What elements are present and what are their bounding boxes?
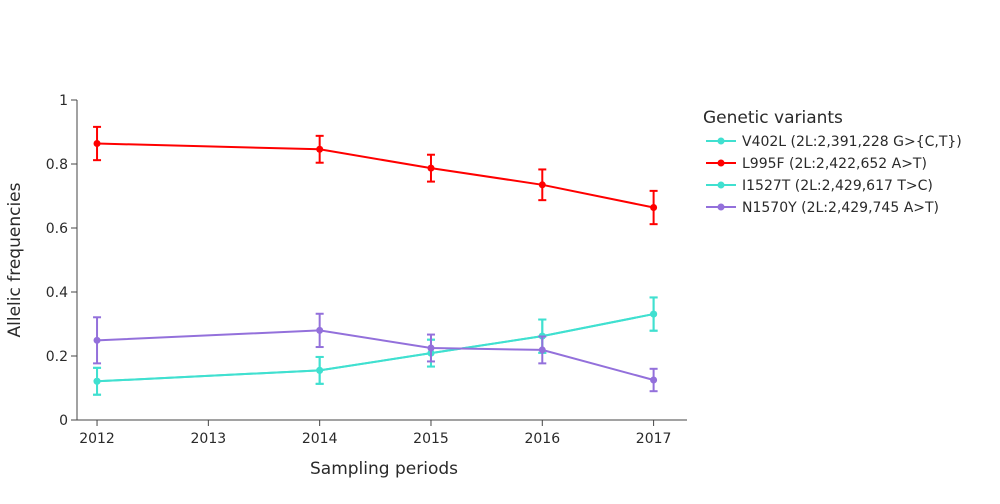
legend-label: N1570Y (2L:2,429,745 A>T) [742, 200, 939, 216]
y-tick-label: 0.2 [46, 349, 68, 365]
series-0 [93, 296, 658, 396]
series-line [97, 142, 654, 209]
legend-item[interactable]: L995F (2L:2,422,652 A>T) [706, 156, 927, 172]
y-tick-label: 1 [59, 93, 68, 109]
axes: 0 0.2 0.4 0.6 0.8 1 2012 2013 2014 2015 2016 2017 [46, 93, 687, 447]
x-tick-label: 2015 [413, 431, 449, 447]
legend-label: L995F (2L:2,422,652 A>T) [742, 156, 927, 172]
y-tick-label: 0.6 [46, 221, 68, 237]
x-tick-label: 2013 [191, 431, 227, 447]
data-point [650, 376, 658, 384]
data-point [650, 310, 658, 318]
x-tick-label: 2012 [79, 431, 115, 447]
legend-marker [717, 159, 725, 167]
series-line [96, 313, 654, 383]
legend-item[interactable]: V402L (2L:2,391,228 G>{C,T}) [706, 134, 962, 150]
data-point [538, 181, 546, 189]
series-3 [93, 312, 658, 393]
x-tick-label: 2014 [302, 431, 338, 447]
series-2 [93, 296, 658, 396]
data-point [427, 344, 435, 352]
x-axis-label: Sampling periods [310, 459, 458, 479]
data-point [316, 366, 324, 374]
y-tick-label: 0 [59, 413, 68, 429]
legend-label: I1527T (2L:2,429,617 T>C) [742, 178, 933, 194]
series-1 [93, 125, 658, 226]
y-tick-label: 0.8 [46, 157, 68, 173]
data-point [316, 145, 324, 153]
data-point [93, 377, 101, 385]
legend-marker [717, 181, 725, 189]
legend-item[interactable]: N1570Y (2L:2,429,745 A>T) [706, 200, 939, 216]
data-point [316, 326, 324, 334]
legend-title: Genetic variants [703, 108, 843, 128]
data-point [93, 140, 101, 148]
data-point [538, 346, 546, 354]
legend-marker [717, 137, 725, 145]
x-tick-label: 2016 [524, 431, 560, 447]
data-point [93, 336, 101, 344]
data-point [427, 164, 435, 172]
data-point [650, 204, 658, 212]
y-axis-label: Allelic frequencies [5, 182, 25, 337]
legend-marker [717, 203, 725, 211]
legend-item[interactable]: I1527T (2L:2,429,617 T>C) [706, 178, 933, 194]
legend[interactable]: Genetic variants V402L (2L:2,391,228 G>{… [703, 108, 962, 216]
legend-label: V402L (2L:2,391,228 G>{C,T}) [742, 134, 962, 150]
series-line [96, 313, 654, 383]
series-line [96, 329, 654, 381]
y-tick-label: 0.4 [46, 285, 68, 301]
x-tick-label: 2017 [636, 431, 672, 447]
plot-area [93, 125, 658, 396]
